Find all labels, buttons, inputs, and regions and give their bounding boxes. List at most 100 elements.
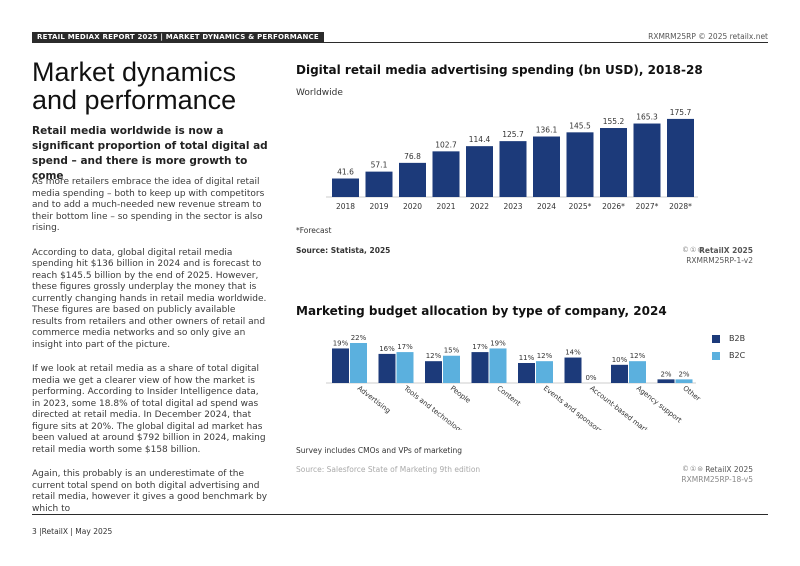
page-footer: 3 |RetailX | May 2025 xyxy=(32,527,113,536)
bar-b2b xyxy=(378,353,396,383)
legend-item-b2b: B2B xyxy=(712,334,745,343)
x-tick-label: 2027* xyxy=(636,202,659,211)
report-header-tag: RETAIL MEDIAX REPORT 2025 | MARKET DYNAM… xyxy=(32,32,324,42)
data-label: 17% xyxy=(397,343,413,351)
bar xyxy=(600,128,627,197)
data-label: 22% xyxy=(351,334,367,342)
bar-b2b xyxy=(518,363,535,383)
data-label: 155.2 xyxy=(603,117,625,126)
chart2-legend: B2B B2C xyxy=(712,334,745,368)
bar-b2c xyxy=(629,361,646,383)
bar-b2b xyxy=(657,379,675,383)
bar-b2c xyxy=(350,343,367,383)
x-tick-label: Agency support xyxy=(635,384,684,424)
x-tick-label: Content xyxy=(495,384,522,408)
creative-commons-icon: ©①⊜ xyxy=(682,246,705,254)
lead-paragraph: Retail media worldwide is now a signific… xyxy=(32,125,268,182)
bar xyxy=(499,141,527,197)
paragraph: According to data, global digital retail… xyxy=(32,247,267,350)
data-label: 2% xyxy=(660,370,671,378)
x-tick-label: 2023 xyxy=(503,202,522,211)
header-rule xyxy=(32,42,768,43)
bar-b2b xyxy=(611,364,628,383)
chart2-title: Marketing budget allocation by type of c… xyxy=(296,304,667,318)
chart2-brand: RetailX 2025 xyxy=(705,465,753,474)
data-label: 165.3 xyxy=(636,113,658,122)
data-label: 12% xyxy=(537,352,553,360)
legend-swatch-b2b xyxy=(712,334,720,343)
data-label: 19% xyxy=(490,339,506,347)
data-label: 12% xyxy=(426,352,442,360)
bar xyxy=(466,146,493,197)
x-tick-label: 2019 xyxy=(369,202,388,211)
chart2-source: Source: Salesforce State of Marketing 9t… xyxy=(296,465,481,474)
data-label: 145.5 xyxy=(569,121,591,130)
data-label: 14% xyxy=(565,349,581,357)
bar xyxy=(533,136,560,197)
bar xyxy=(399,162,426,197)
data-label: 175.7 xyxy=(670,108,692,117)
bar-b2c xyxy=(489,348,507,383)
chart2-code: RXMRM25RP-18-v5 xyxy=(681,475,753,484)
data-label: 41.6 xyxy=(337,168,354,177)
bar-b2c xyxy=(396,352,414,383)
creative-commons-icon: ©①⊜ xyxy=(682,465,705,473)
data-label: 125.7 xyxy=(502,130,524,139)
data-label: 19% xyxy=(333,339,349,347)
chart1-code: RXMRM25RP-1-v2 xyxy=(686,256,753,265)
bar xyxy=(633,123,661,197)
data-label: 12% xyxy=(630,352,646,360)
bar xyxy=(365,171,393,197)
data-label: 102.7 xyxy=(435,140,457,149)
spending-bar-chart: 41.6 2018 57.1 2019 76.8 2020 102.7 2021 114.4 20… xyxy=(326,108,698,211)
chart1-source: Source: Statista, 2025 xyxy=(296,246,391,255)
survey-note: Survey includes CMOs and VPs of marketin… xyxy=(296,446,462,455)
x-tick-label: 2018 xyxy=(336,202,355,211)
bar-b2b xyxy=(332,348,349,383)
legend-label-b2c: B2C xyxy=(729,351,746,360)
data-label: 17% xyxy=(472,343,488,351)
data-label: 76.8 xyxy=(404,152,421,161)
x-tick-label: 2021 xyxy=(436,202,455,211)
paragraph: Again, this probably is an underestimate… xyxy=(32,469,268,514)
data-label: 10% xyxy=(612,356,628,364)
bar-b2b xyxy=(471,352,489,383)
chart1-brand: RetailX 2025 xyxy=(699,246,753,255)
legend-label-b2b: B2B xyxy=(729,334,746,343)
data-label: 136.1 xyxy=(536,126,558,135)
x-tick-label: 2024 xyxy=(537,202,556,211)
x-tick-label: 2022 xyxy=(470,202,489,211)
bar-b2b xyxy=(564,357,582,383)
data-label: 114.4 xyxy=(469,135,491,144)
page-title: Market dynamics and performance xyxy=(32,57,237,115)
bar-b2c xyxy=(536,361,553,383)
bar xyxy=(332,178,359,197)
x-tick-label: 2026* xyxy=(602,202,625,211)
chart1-title: Digital retail media advertising spendin… xyxy=(296,63,703,77)
footer-rule xyxy=(32,514,768,515)
bar-b2c xyxy=(675,379,693,383)
report-code: RXMRM25RP © 2025 retailx.net xyxy=(648,32,768,41)
bar xyxy=(432,151,460,197)
x-tick-label: 2025* xyxy=(569,202,592,211)
x-tick-label: Other xyxy=(681,384,702,403)
data-label: 57.1 xyxy=(371,161,388,170)
x-tick-label: 2028* xyxy=(669,202,692,211)
x-tick-label: People xyxy=(449,384,472,405)
x-tick-label: 2020 xyxy=(403,202,422,211)
bar xyxy=(667,118,694,197)
paragraph: As more retailers embrace the idea of di… xyxy=(32,177,265,233)
data-label: 16% xyxy=(379,345,395,353)
x-tick-label: Account-based marketing xyxy=(588,384,664,430)
legend-swatch-b2c xyxy=(712,351,720,360)
data-label: 15% xyxy=(444,347,460,355)
bar-b2c xyxy=(443,355,460,383)
bar xyxy=(566,132,594,197)
paragraph: If we look at retail media as a share of… xyxy=(32,364,266,455)
legend-item-b2c: B2C xyxy=(712,351,745,360)
data-label: 11% xyxy=(519,354,535,362)
x-tick-label: Advertising xyxy=(356,384,392,415)
chart1-subtitle: Worldwide xyxy=(296,88,343,98)
data-label: 0% xyxy=(585,374,596,382)
